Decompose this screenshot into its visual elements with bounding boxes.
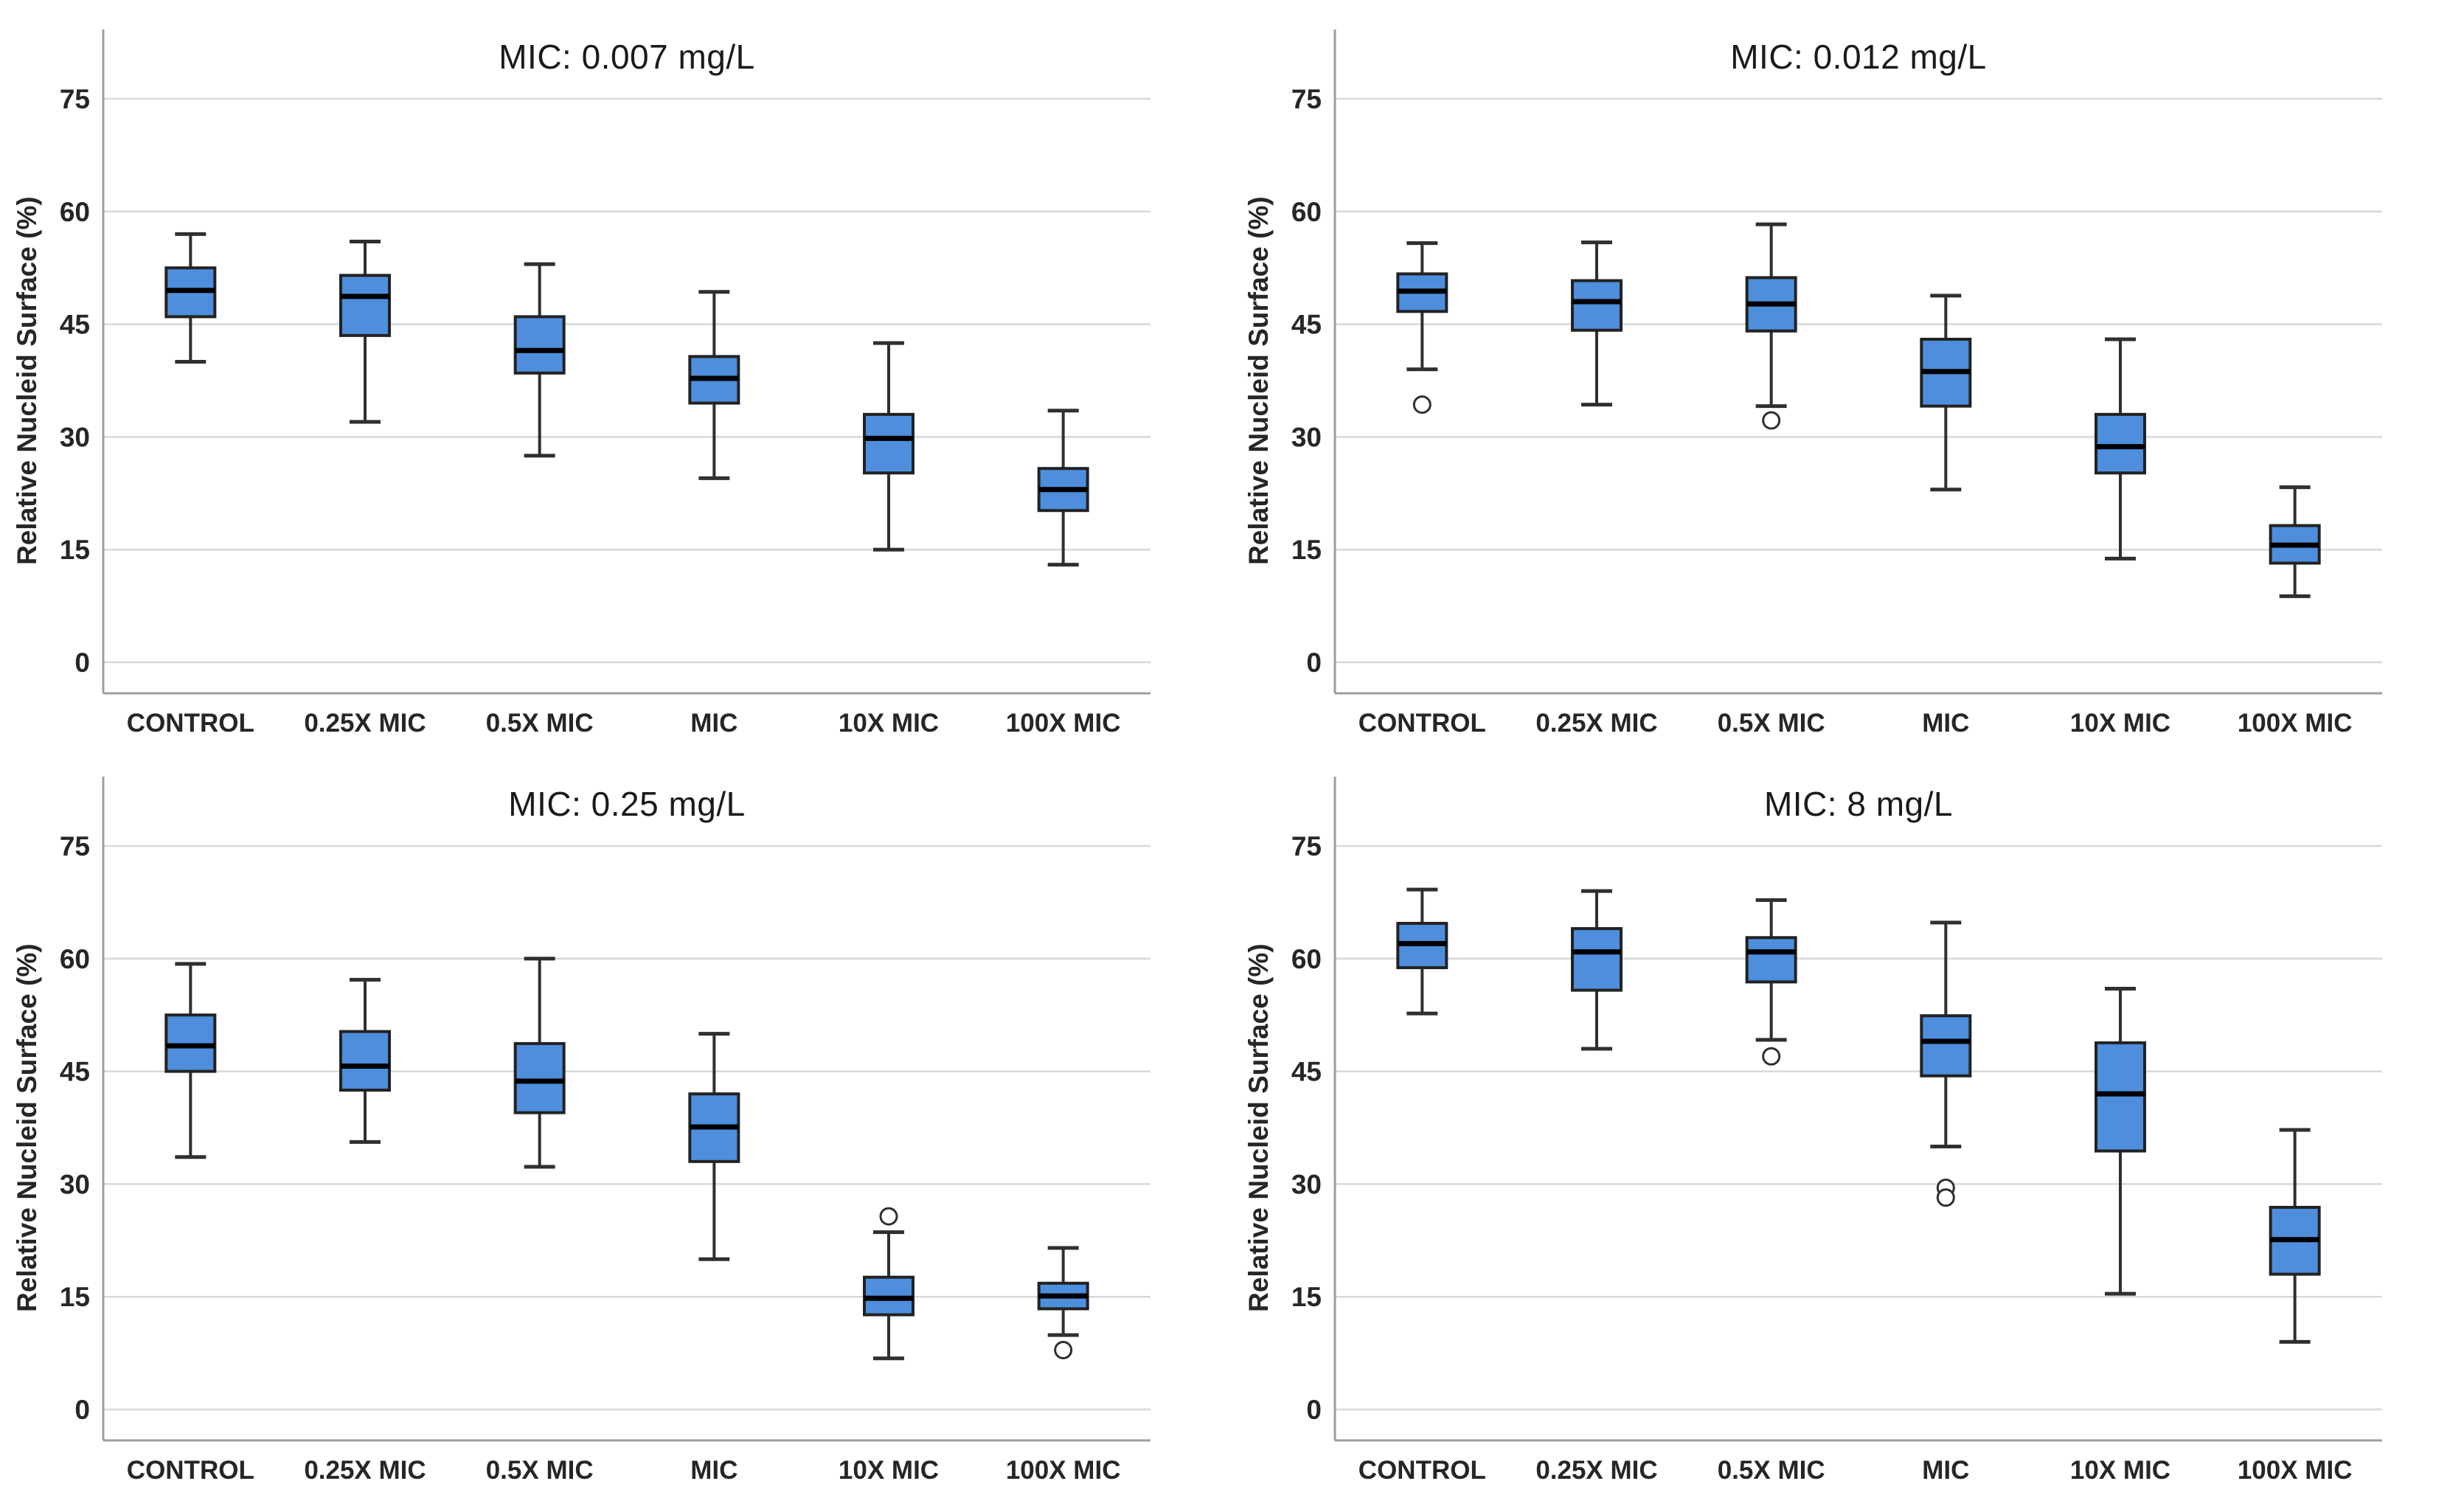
panel-title: MIC: 0.012 mg/L [1730, 38, 1987, 76]
category-label-10x-mic: 10X MIC [2070, 1456, 2170, 1485]
box-mic [1920, 1014, 1972, 1078]
y-tick-label-15: 15 [1291, 535, 1322, 565]
y-tick-label-75: 75 [60, 84, 90, 114]
box-10x-mic [2095, 1041, 2146, 1153]
boxplot-canvas: 0 15 30 45 60 75 CONTROL 0.25X MIC 0.5X MIC MIC 10… [1291, 777, 2382, 1485]
outlier-0-5x-mic-0 [1762, 411, 1781, 430]
category-label-100x-mic: 100X MIC [1006, 1456, 1121, 1485]
y-tick-label-30: 30 [1291, 1169, 1322, 1199]
y-tick-label-30: 30 [60, 422, 90, 452]
y-tick-label-15: 15 [60, 1282, 90, 1312]
outlier-0-5x-mic-0 [1762, 1047, 1781, 1066]
box-0-5x-mic [513, 315, 566, 375]
boxplot-canvas: 0 15 30 45 60 75 CONTROL 0.25X MIC 0.5X MIC MIC 10… [60, 777, 1151, 1485]
y-tick-label-45: 45 [60, 310, 90, 340]
category-label-control: CONTROL [1358, 1456, 1486, 1485]
y-tick-label-0: 0 [74, 648, 90, 678]
y-tick-label-60: 60 [1291, 197, 1322, 227]
category-label-10x-mic: 10X MIC [2070, 709, 2170, 738]
box-10x-mic [2095, 412, 2146, 475]
category-label-mic: MIC [690, 1456, 738, 1485]
category-label-control: CONTROL [127, 709, 254, 738]
category-label-0-25x-mic: 0.25X MIC [1535, 709, 1657, 738]
category-label-100x-mic: 100X MIC [2238, 1456, 2353, 1485]
boxplot-canvas: 0 15 30 45 60 75 CONTROL 0.25X MIC 0.5X MIC MIC 10… [1291, 30, 2382, 738]
y-tick-label-75: 75 [1291, 84, 1322, 114]
y-tick-label-60: 60 [60, 944, 90, 974]
box-0-5x-mic [1745, 936, 1797, 984]
category-label-100x-mic: 100X MIC [1006, 709, 1121, 738]
category-label-0-5x-mic: 0.5X MIC [1718, 709, 1825, 738]
category-label-control: CONTROL [127, 1456, 254, 1485]
panel-mic-8: MIC: 8 mg/L Relative Nucleid Surface (%)… [1232, 747, 2464, 1495]
category-label-0-25x-mic: 0.25X MIC [304, 1456, 426, 1485]
boxplot-canvas: 0 15 30 45 60 75 CONTROL 0.25X MIC 0.5X MIC MIC 10… [60, 30, 1151, 738]
box-0-25x-mic [339, 1030, 391, 1092]
y-tick-label-0: 0 [1306, 648, 1322, 678]
y-tick-label-30: 30 [1291, 422, 1322, 452]
category-label-10x-mic: 10X MIC [839, 1456, 939, 1485]
category-label-mic: MIC [1922, 709, 1969, 738]
y-tick-label-75: 75 [60, 831, 90, 861]
y-tick-label-45: 45 [1291, 310, 1322, 340]
y-tick-label-75: 75 [1291, 831, 1322, 861]
outlier-10x-mic-0 [879, 1207, 898, 1226]
box-control [164, 1013, 217, 1073]
panel-title: MIC: 0.007 mg/L [499, 38, 755, 76]
category-label-mic: MIC [1922, 1456, 1969, 1485]
box-10x-mic [863, 412, 915, 475]
panel-title: MIC: 0.25 mg/L [508, 785, 746, 823]
category-label-10x-mic: 10X MIC [839, 709, 939, 738]
category-label-0-5x-mic: 0.5X MIC [486, 709, 594, 738]
box-0-5x-mic [513, 1041, 566, 1114]
panel-title: MIC: 8 mg/L [1763, 785, 1953, 823]
category-label-100x-mic: 100X MIC [2238, 709, 2353, 738]
outlier-mic-1 [1936, 1188, 1955, 1207]
category-label-0-25x-mic: 0.25X MIC [1535, 1456, 1657, 1485]
y-tick-label-45: 45 [60, 1057, 90, 1087]
y-tick-label-60: 60 [1291, 944, 1322, 974]
outlier-100x-mic-0 [1054, 1341, 1073, 1360]
category-label-0-5x-mic: 0.5X MIC [1718, 1456, 1825, 1485]
outlier-control-0 [1412, 395, 1431, 414]
y-tick-label-0: 0 [74, 1395, 90, 1425]
category-label-0-5x-mic: 0.5X MIC [486, 1456, 594, 1485]
category-label-mic: MIC [690, 709, 738, 738]
y-tick-label-60: 60 [60, 197, 90, 227]
y-tick-label-0: 0 [1306, 1395, 1322, 1425]
y-tick-label-15: 15 [1291, 1282, 1322, 1312]
category-label-control: CONTROL [1358, 709, 1486, 738]
y-tick-label-45: 45 [1291, 1057, 1322, 1087]
box-0-25x-mic [1571, 279, 1623, 332]
y-tick-label-30: 30 [60, 1169, 90, 1199]
category-label-0-25x-mic: 0.25X MIC [304, 709, 426, 738]
panel-mic-0007: MIC: 0.007 mg/L Relative Nucleid Surface… [0, 0, 1232, 747]
box-0-25x-mic [339, 274, 391, 337]
panel-mic-0012: MIC: 0.012 mg/L Relative Nucleid Surface… [1232, 0, 2464, 747]
panel-mic-025: MIC: 0.25 mg/L Relative Nucleid Surface … [0, 747, 1232, 1495]
box-0-25x-mic [1571, 927, 1623, 992]
y-tick-label-15: 15 [60, 535, 90, 565]
